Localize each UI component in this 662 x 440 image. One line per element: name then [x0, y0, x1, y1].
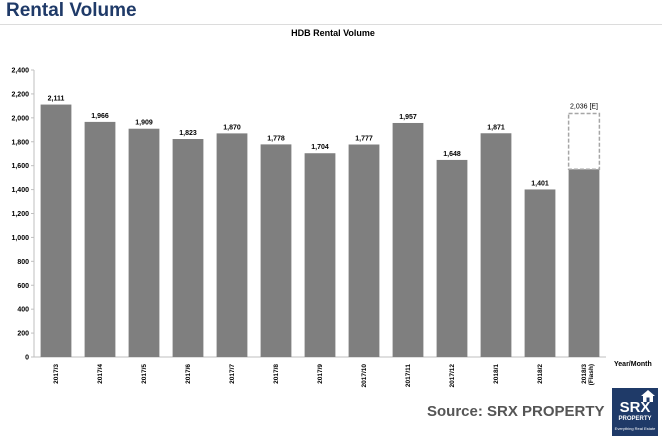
source-text: Source: SRX PROPERTY	[427, 403, 605, 420]
bar	[172, 138, 204, 357]
y-tick-label: 200	[17, 331, 29, 338]
x-tick-label: 2017/12	[449, 364, 456, 388]
bar	[392, 122, 424, 357]
y-tick-label: 1,800	[11, 139, 29, 146]
y-tick-label: 1,400	[11, 187, 29, 194]
x-tick-label-line: 2017/3	[53, 364, 60, 384]
bar	[40, 104, 72, 357]
bar-value-label: 1,401	[531, 180, 549, 187]
x-tick-label: 2017/3	[53, 364, 60, 384]
bar-value-label: 1,966	[91, 113, 109, 120]
srx-logo: SRX PROPERTY Everything Real Estate	[612, 388, 658, 436]
bar-value-label: 1,870	[223, 124, 241, 131]
bar	[260, 144, 292, 357]
y-tick-label: 1,200	[11, 211, 29, 218]
bar-value-label: 1,648	[443, 151, 461, 158]
bar	[128, 128, 160, 357]
x-tick-label: 2017/5	[141, 364, 148, 384]
bar-value-label: 1,909	[135, 120, 153, 127]
y-tick-label: 1,000	[11, 235, 29, 242]
bar	[524, 189, 556, 357]
chart-title: HDB Rental Volume	[291, 28, 375, 38]
bar	[304, 153, 336, 357]
x-tick-label-line: 2018/2	[537, 364, 544, 384]
logo-main-text: SRX	[619, 399, 651, 416]
bar	[348, 144, 380, 357]
y-tick-label: 600	[17, 283, 29, 290]
x-tick-label-line: 2017/4	[97, 364, 104, 384]
x-tick-label: 2017/11	[405, 364, 412, 388]
y-tick-label: 1,600	[11, 163, 29, 170]
logo-tagline: Everything Real Estate	[614, 426, 656, 431]
x-tick-label-line: (Flash)	[588, 364, 595, 385]
title-divider	[0, 24, 662, 25]
x-tick-label: 2017/6	[185, 364, 192, 384]
x-tick-label: 2017/8	[273, 364, 280, 384]
x-tick-label-line: 2017/8	[273, 364, 280, 384]
x-tick-label: 2017/4	[97, 364, 104, 384]
bar-value-label: 2,111	[48, 96, 65, 103]
x-tick-label-line: 2018/3	[581, 364, 588, 384]
x-tick-label-line: 2017/7	[229, 364, 236, 384]
bar	[84, 121, 116, 357]
bar	[216, 133, 248, 357]
x-axis-title: Year/Month	[614, 361, 652, 368]
x-tick-label: 2018/3(Flash)	[581, 364, 595, 386]
x-tick-label: 2017/10	[361, 364, 368, 388]
bar	[480, 133, 512, 357]
y-tick-label: 2,000	[11, 115, 29, 122]
x-tick-label: 2018/1	[493, 364, 500, 384]
bar	[568, 169, 600, 357]
bar-value-label: 1,871	[487, 124, 505, 131]
y-tick-label: 2,200	[11, 91, 29, 98]
x-tick-label-line: 2017/6	[185, 364, 192, 384]
bar-value-label: 1,957	[399, 114, 417, 121]
logo-sub-text: PROPERTY	[618, 416, 652, 422]
x-tick-label: 2017/9	[317, 364, 324, 384]
y-tick-label: 0	[25, 355, 29, 362]
house-icon	[641, 390, 655, 402]
y-tick-label: 2,400	[11, 68, 29, 75]
x-tick-label-line: 2017/10	[361, 364, 368, 388]
estimate-value-label: 2,036 [E]	[570, 104, 598, 111]
estimate-bar	[567, 112, 601, 171]
bar	[436, 159, 468, 357]
bar-value-label: 1,823	[179, 130, 197, 137]
y-tick-label: 400	[17, 307, 29, 314]
bar-value-label: 1,704	[311, 144, 329, 151]
x-tick-label-line: 2017/12	[449, 364, 456, 388]
x-tick-label: 2018/2	[537, 364, 544, 384]
x-tick-label-line: 2017/11	[405, 364, 412, 388]
x-tick-label: 2017/7	[229, 364, 236, 384]
x-tick-label-line: 2017/9	[317, 364, 324, 384]
x-tick-label-line: 2018/1	[493, 364, 500, 384]
x-tick-label-line: 2017/5	[141, 364, 148, 384]
bar-value-label: 1,777	[355, 136, 373, 143]
y-tick-label: 800	[17, 259, 29, 266]
page-title: Rental Volume	[6, 0, 137, 21]
bar-value-label: 1,778	[267, 135, 285, 142]
